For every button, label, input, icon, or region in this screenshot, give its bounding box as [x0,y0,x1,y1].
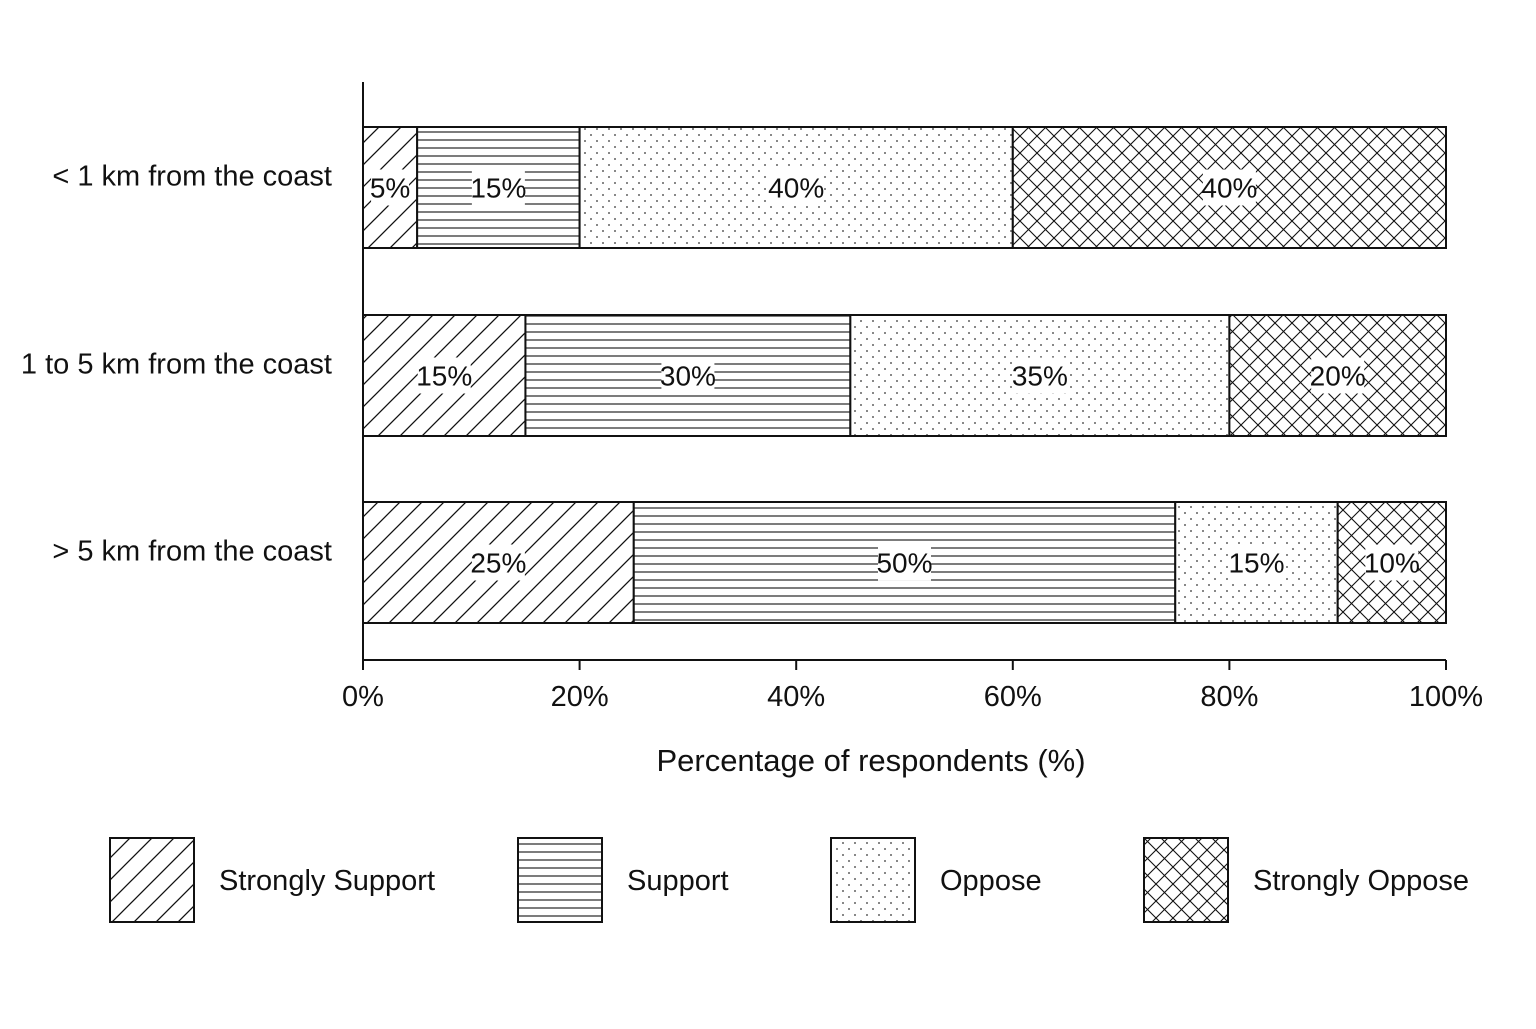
legend-swatch-strongly-oppose [1143,837,1229,923]
data-label: 35% [1012,361,1068,392]
category-label: > 5 km from the coast [52,536,332,568]
data-label: 10% [1364,548,1420,579]
data-label: 15% [470,173,526,204]
data-label: 40% [768,173,824,204]
data-label-bg [661,357,715,394]
x-axis-title: Percentage of respondents (%) [656,743,1085,778]
data-label: 5% [370,173,410,204]
data-label-bg [417,357,471,394]
legend-label-strongly-support: Strongly Support [219,865,435,897]
legend-swatch-support [517,837,603,923]
data-label-bg [1013,357,1067,394]
data-label: 40% [1201,173,1257,204]
data-label-bg [1202,169,1256,206]
x-tick-label: 80% [1200,681,1258,713]
axes-layer: < 1 km from the coast 1 to 5 km from the … [21,82,1483,778]
bars-layer: 5% 15% 40% 40% 15% 30% 35% 20% 25% 50% 15% 10% [362,126,1448,624]
data-label: 30% [660,361,716,392]
data-label-bg [1229,544,1283,581]
bar-support-row-3 [632,501,1177,624]
legend-swatch-strongly-support [109,837,195,923]
legend-label-oppose: Oppose [940,865,1042,897]
x-tick-label: 0% [342,681,384,713]
category-label: 1 to 5 km from the coast [21,349,332,381]
legend-swatch-oppose [830,837,916,923]
data-label-bg [471,544,525,581]
data-label: 20% [1310,361,1366,392]
data-label: 15% [416,361,472,392]
data-label-bg [878,544,931,581]
legend-label-support: Support [627,865,729,897]
data-label-bg [1311,357,1365,394]
x-tick-label: 20% [551,681,609,713]
category-label: < 1 km from the coast [52,161,332,193]
x-tick-label: 60% [984,681,1042,713]
legend: Strongly Support Support Oppose Strongly Op… [109,837,1469,923]
x-tick-label: 100% [1409,681,1483,713]
data-label: 25% [470,548,526,579]
data-label-bg [371,169,410,206]
legend-label-strongly-oppose: Strongly Oppose [1253,865,1469,897]
x-tick-label: 40% [767,681,825,713]
data-label-bg [1365,544,1419,581]
data-label-bg [471,169,525,206]
data-label: 50% [876,548,932,579]
data-label: 15% [1228,548,1284,579]
data-label-bg [769,169,823,206]
